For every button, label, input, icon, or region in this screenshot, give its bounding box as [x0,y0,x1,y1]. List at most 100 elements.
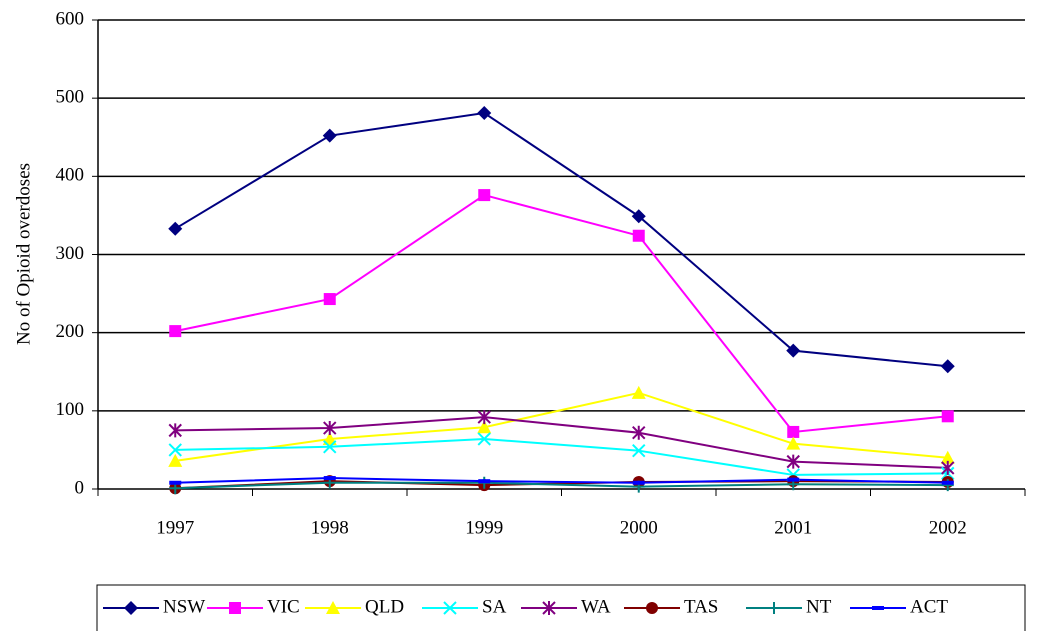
y-tick-label: 200 [56,321,85,342]
marker-shape [478,189,491,202]
marker-shape [872,606,884,610]
marker-shape [477,420,492,434]
marker [786,454,800,469]
y-tick-label: 400 [56,165,85,186]
marker-shape [477,410,491,425]
y-tick-label: 300 [56,243,85,264]
x-tick-label: 2000 [620,517,658,538]
marker-shape [477,106,492,121]
marker-shape [941,410,954,423]
y-tick-label: 100 [56,399,85,420]
marker-shape [632,443,646,458]
marker [477,410,491,425]
marker [941,480,954,485]
marker-shape [168,453,183,467]
marker-shape [168,221,183,236]
marker-shape [323,293,336,306]
x-tick-label: 2002 [929,517,967,538]
marker-shape [542,601,556,615]
marker-shape [632,229,645,242]
marker [168,443,182,457]
marker-shape [631,385,646,399]
series-line [175,480,948,490]
marker-shape [326,601,340,614]
marker-shape [322,431,337,445]
series-line [175,391,948,462]
marker [477,420,492,434]
series-line [175,437,948,476]
marker [940,450,955,464]
marker-shape [786,454,800,469]
marker-shape [168,423,182,438]
marker-shape [787,425,800,438]
series-line [175,416,948,469]
legend-label: NT [806,596,832,617]
marker [168,423,182,438]
marker [542,601,556,615]
series-line [175,194,948,433]
marker-shape [631,209,646,224]
marker [632,443,646,458]
marker [478,479,491,484]
y-axis-label: No of Opioid overdoses [13,163,34,345]
marker [478,189,491,202]
marker [229,602,241,614]
marker-shape [169,480,182,485]
marker-shape [229,602,241,614]
y-tick-label: 600 [56,8,85,29]
marker-shape [941,460,955,475]
marker [323,293,336,306]
marker-shape [940,359,955,374]
marker-shape [323,421,337,436]
marker-shape [787,477,800,482]
marker [168,221,183,236]
marker-shape [477,432,491,446]
legend-label: WA [581,596,611,617]
marker [323,421,337,436]
marker-shape [646,602,658,614]
marker-shape [632,425,646,440]
marker [168,453,183,467]
legend-box [96,584,1026,631]
marker [632,425,646,440]
legend-label: QLD [365,596,404,617]
marker-shape [632,480,645,485]
marker [322,431,337,445]
y-tick-label: 500 [56,87,85,108]
marker [940,359,955,374]
marker [786,436,801,450]
marker-shape [940,450,955,464]
legend-label: VIC [267,596,300,617]
marker-shape [168,443,182,457]
marker [941,460,955,475]
marker [646,602,658,614]
marker-shape [478,479,491,484]
y-tick-label: 0 [75,477,85,498]
x-tick-label: 2001 [774,517,812,538]
legend-label: TAS [684,596,718,617]
marker-shape [768,602,780,614]
marker [941,410,954,423]
series-line [174,111,948,368]
marker [768,602,780,614]
x-tick-label: 1997 [156,517,194,538]
legend-label: ACT [910,596,948,617]
marker [322,128,337,143]
marker [631,385,646,399]
marker [787,477,800,482]
marker-shape [124,601,138,615]
marker [326,601,340,614]
marker [632,480,645,485]
x-tick-label: 1998 [311,517,349,538]
marker [169,480,182,485]
marker [632,229,645,242]
marker [477,432,491,446]
marker [323,476,336,481]
marker-shape [786,343,801,358]
marker-shape [786,436,801,450]
marker [787,425,800,438]
marker [631,209,646,224]
x-tick-label: 1999 [465,517,503,538]
series-line [175,477,948,484]
